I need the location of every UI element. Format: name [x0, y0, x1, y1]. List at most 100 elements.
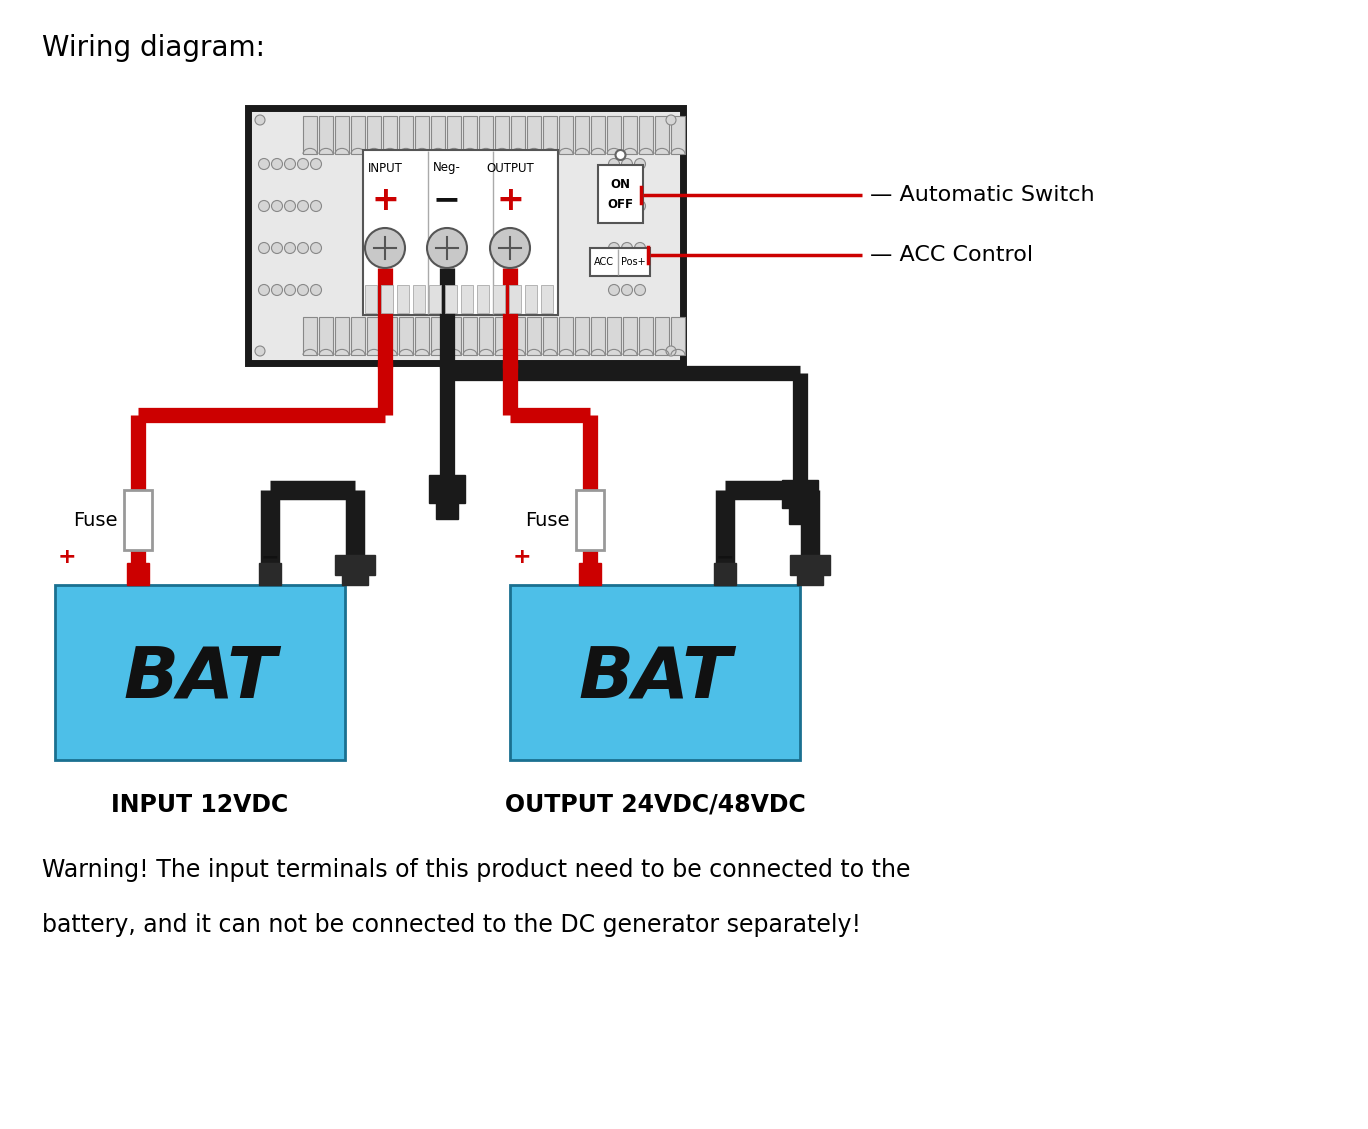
Bar: [430, 475, 465, 504]
Text: Fuse: Fuse: [525, 510, 570, 530]
Bar: [397, 285, 409, 313]
Bar: [607, 317, 621, 355]
Text: ON: ON: [610, 177, 631, 191]
Bar: [789, 555, 830, 575]
Bar: [540, 285, 553, 313]
Bar: [55, 585, 345, 760]
Bar: [430, 285, 440, 313]
Circle shape: [666, 345, 676, 356]
Bar: [495, 317, 509, 355]
Text: Warning! The input terminals of this product need to be connected to the: Warning! The input terminals of this pro…: [42, 858, 911, 882]
Bar: [591, 317, 605, 355]
Text: Wiring diagram:: Wiring diagram:: [42, 34, 265, 62]
Bar: [415, 116, 430, 154]
Bar: [655, 116, 669, 154]
Bar: [124, 490, 152, 550]
Text: — Automatic Switch: — Automatic Switch: [870, 185, 1094, 205]
Bar: [639, 116, 653, 154]
Bar: [436, 504, 458, 519]
Bar: [579, 563, 601, 585]
Circle shape: [285, 158, 295, 169]
Circle shape: [259, 201, 269, 211]
Text: +: +: [497, 184, 524, 217]
Bar: [527, 116, 540, 154]
Text: Pos+: Pos+: [621, 257, 646, 266]
Bar: [302, 317, 317, 355]
Bar: [575, 116, 590, 154]
Circle shape: [621, 201, 632, 211]
Bar: [492, 285, 505, 313]
Circle shape: [635, 243, 646, 254]
Bar: [477, 285, 488, 313]
Text: BAT: BAT: [123, 644, 276, 712]
Text: INPUT 12VDC: INPUT 12VDC: [111, 793, 289, 817]
Circle shape: [311, 158, 321, 169]
Bar: [445, 285, 457, 313]
Bar: [782, 480, 818, 508]
Bar: [127, 563, 149, 585]
Text: OUTPUT: OUTPUT: [486, 161, 534, 175]
Bar: [367, 317, 382, 355]
Bar: [479, 317, 492, 355]
Bar: [670, 116, 685, 154]
Bar: [575, 317, 590, 355]
Bar: [607, 116, 621, 154]
Bar: [383, 116, 397, 154]
Circle shape: [271, 201, 283, 211]
Bar: [383, 317, 397, 355]
Bar: [714, 563, 736, 585]
Circle shape: [285, 201, 295, 211]
Text: −: −: [261, 546, 279, 567]
Circle shape: [490, 228, 529, 268]
Bar: [622, 116, 637, 154]
Bar: [479, 116, 492, 154]
Bar: [543, 317, 557, 355]
Bar: [598, 165, 643, 224]
Circle shape: [259, 285, 269, 296]
Bar: [560, 317, 573, 355]
Circle shape: [311, 201, 321, 211]
Bar: [527, 317, 540, 355]
Bar: [319, 116, 332, 154]
Bar: [576, 490, 605, 550]
Circle shape: [271, 158, 283, 169]
Bar: [495, 116, 509, 154]
Bar: [319, 317, 332, 355]
Bar: [512, 116, 525, 154]
Circle shape: [427, 228, 466, 268]
Bar: [639, 317, 653, 355]
Bar: [789, 508, 811, 524]
Bar: [462, 116, 477, 154]
Circle shape: [311, 285, 321, 296]
Circle shape: [254, 345, 265, 356]
Bar: [382, 285, 393, 313]
Circle shape: [311, 243, 321, 254]
Circle shape: [635, 201, 646, 211]
Bar: [462, 317, 477, 355]
Bar: [367, 116, 382, 154]
Text: −: −: [434, 184, 461, 217]
Circle shape: [616, 150, 625, 160]
Bar: [431, 116, 445, 154]
Text: BAT: BAT: [579, 644, 732, 712]
Text: Neg-: Neg-: [434, 161, 461, 175]
Circle shape: [666, 115, 676, 125]
Bar: [259, 563, 280, 585]
Bar: [363, 150, 558, 315]
Bar: [512, 317, 525, 355]
Circle shape: [271, 243, 283, 254]
Circle shape: [621, 158, 632, 169]
Text: — ACC Control: — ACC Control: [870, 245, 1033, 265]
Bar: [335, 116, 349, 154]
Bar: [622, 317, 637, 355]
Bar: [335, 317, 349, 355]
Bar: [670, 317, 685, 355]
Circle shape: [259, 243, 269, 254]
Text: battery, and it can not be connected to the DC generator separately!: battery, and it can not be connected to …: [42, 913, 860, 937]
Circle shape: [259, 158, 269, 169]
Bar: [447, 317, 461, 355]
Text: +: +: [371, 184, 399, 217]
Circle shape: [297, 201, 309, 211]
Circle shape: [621, 243, 632, 254]
Bar: [399, 116, 413, 154]
